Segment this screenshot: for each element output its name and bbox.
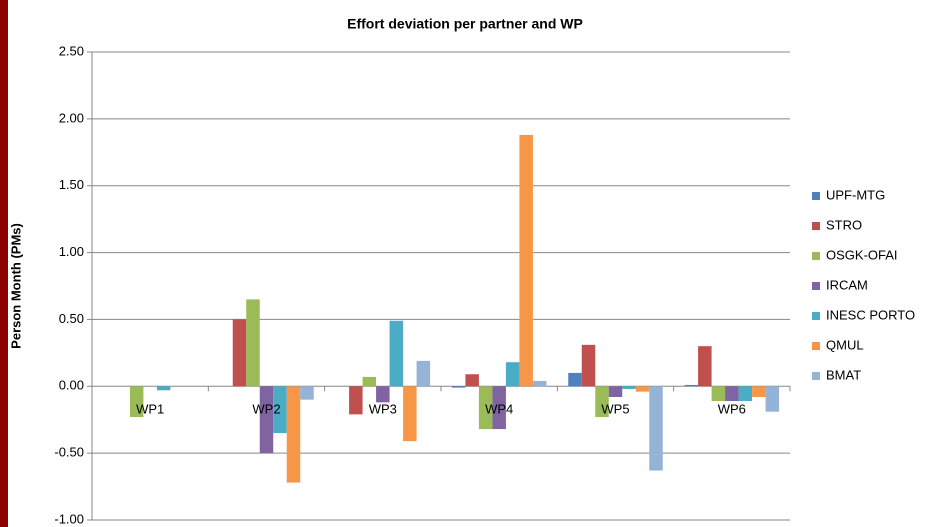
bar xyxy=(259,386,274,454)
bar xyxy=(376,386,390,403)
bar xyxy=(608,386,623,397)
bar xyxy=(286,386,301,483)
legend-label: STRO xyxy=(826,217,862,232)
legend-swatch xyxy=(812,252,820,260)
bar xyxy=(349,386,363,415)
bar xyxy=(622,386,636,389)
bar xyxy=(711,386,726,401)
bar xyxy=(465,374,479,387)
y-tick-label: 0.00 xyxy=(59,378,84,393)
legend-swatch xyxy=(812,222,820,230)
y-tick-label: 2.50 xyxy=(59,43,84,58)
x-tick-label: WP2 xyxy=(252,402,280,417)
bar xyxy=(568,372,582,387)
bar xyxy=(581,344,596,387)
bar xyxy=(300,386,314,400)
x-tick-label: WP3 xyxy=(369,402,397,417)
legend-swatch xyxy=(812,282,820,290)
legend-label: QMUL xyxy=(826,337,864,352)
bar xyxy=(362,376,377,387)
y-axis-title: Person Month (PMs) xyxy=(8,223,23,349)
y-tick-label: 2.00 xyxy=(59,110,84,125)
y-tick-label: -0.50 xyxy=(54,445,84,460)
bar xyxy=(246,299,260,387)
bar xyxy=(416,360,431,387)
bar xyxy=(738,386,753,401)
bar xyxy=(478,386,493,430)
y-tick-label: 0.50 xyxy=(59,311,84,326)
bar xyxy=(752,386,766,397)
bar xyxy=(129,386,144,418)
y-tick-label: 1.00 xyxy=(59,244,84,259)
bar xyxy=(532,380,547,387)
bar xyxy=(519,134,533,387)
bar xyxy=(698,346,712,387)
x-tick-label: WP5 xyxy=(601,402,629,417)
bar xyxy=(505,362,520,387)
bar xyxy=(765,386,780,412)
bar xyxy=(595,386,609,418)
bar xyxy=(232,319,247,387)
legend-swatch xyxy=(812,372,820,380)
legend-swatch xyxy=(812,192,820,200)
bar xyxy=(273,386,287,434)
chart-title: Effort deviation per partner and WP xyxy=(347,16,583,32)
bar xyxy=(649,386,663,471)
y-tick-label: -1.00 xyxy=(54,511,84,526)
bar xyxy=(725,386,739,401)
legend-swatch xyxy=(812,312,820,320)
bar xyxy=(492,386,506,430)
bar xyxy=(451,386,466,388)
bar xyxy=(684,384,699,387)
bar xyxy=(635,386,650,392)
side-strip xyxy=(0,0,8,527)
legend-label: IRCAM xyxy=(826,277,868,292)
legend-label: UPF-MTG xyxy=(826,187,885,202)
x-tick-label: WP6 xyxy=(718,402,746,417)
y-tick-label: 1.50 xyxy=(59,177,84,192)
legend-label: BMAT xyxy=(826,367,861,382)
x-tick-label: WP1 xyxy=(136,402,164,417)
legend-label: INESC PORTO xyxy=(826,307,915,322)
bar xyxy=(156,386,171,391)
bar xyxy=(403,386,417,442)
x-tick-label: WP4 xyxy=(485,402,513,417)
legend-label: OSGK-OFAI xyxy=(826,247,898,262)
legend-swatch xyxy=(812,342,820,350)
bar xyxy=(389,320,404,387)
